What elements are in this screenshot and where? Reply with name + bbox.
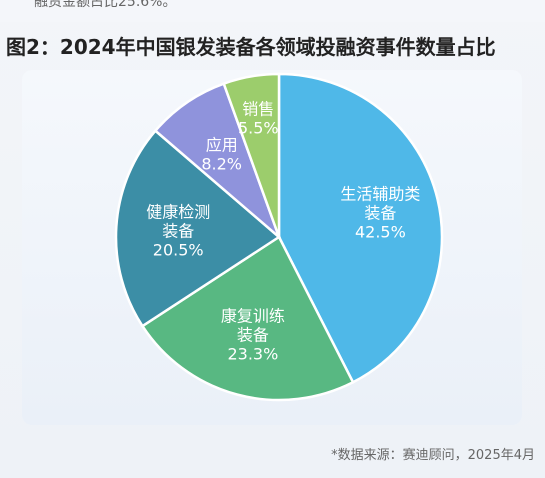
pie-category-label: 装备 xyxy=(162,221,194,240)
pie-category-label: 装备 xyxy=(237,326,269,345)
pie-value-label: 20.5% xyxy=(153,240,204,259)
pie-category-label: 健康检测 xyxy=(146,202,210,221)
data-source-note: *数据来源：赛迪顾问，2025年4月 xyxy=(331,448,535,463)
pie-slice-1 xyxy=(277,72,444,384)
pie-label-2: 康复训练装备 23.3% xyxy=(221,307,285,364)
figure-title: 图2：2024年中国银发装备各领域投融资事件数量占比 xyxy=(6,35,496,59)
pie-value-label: 23.3% xyxy=(227,345,278,364)
previous-paragraph-snippet: 融资金额占比25.6%。 xyxy=(0,0,545,22)
pie-label-1: 生活辅助类装备 42.5% xyxy=(340,185,420,242)
pie-category-label: 销售 xyxy=(242,100,274,119)
pie-value-label: 5.5% xyxy=(238,119,279,138)
pie-category-label: 康复训练 xyxy=(221,307,285,326)
pie-category-label: 装备 xyxy=(364,204,396,223)
pie-slice-3 xyxy=(114,128,282,328)
pie-slice-2 xyxy=(140,235,355,402)
pie-label-3: 健康检测装备 20.5% xyxy=(146,202,210,259)
pie-category-label: 应用 xyxy=(206,135,238,154)
pie-label-5: 销售 5.5% xyxy=(238,100,279,138)
pie-slices xyxy=(114,72,444,402)
pie-labels: 生活辅助类装备 42.5%康复训练装备 23.3%健康检测装备 20.5%应用 8.2%… xyxy=(146,100,420,364)
pie-value-label: 8.2% xyxy=(201,154,242,173)
previous-paragraph-text: 融资金额占比25.6%。 xyxy=(34,0,177,10)
pie-value-label: 42.5% xyxy=(355,223,406,242)
pie-category-label: 生活辅助类 xyxy=(340,185,420,204)
pie-label-4: 应用 8.2% xyxy=(201,135,242,173)
pie-slice-5 xyxy=(222,72,281,238)
